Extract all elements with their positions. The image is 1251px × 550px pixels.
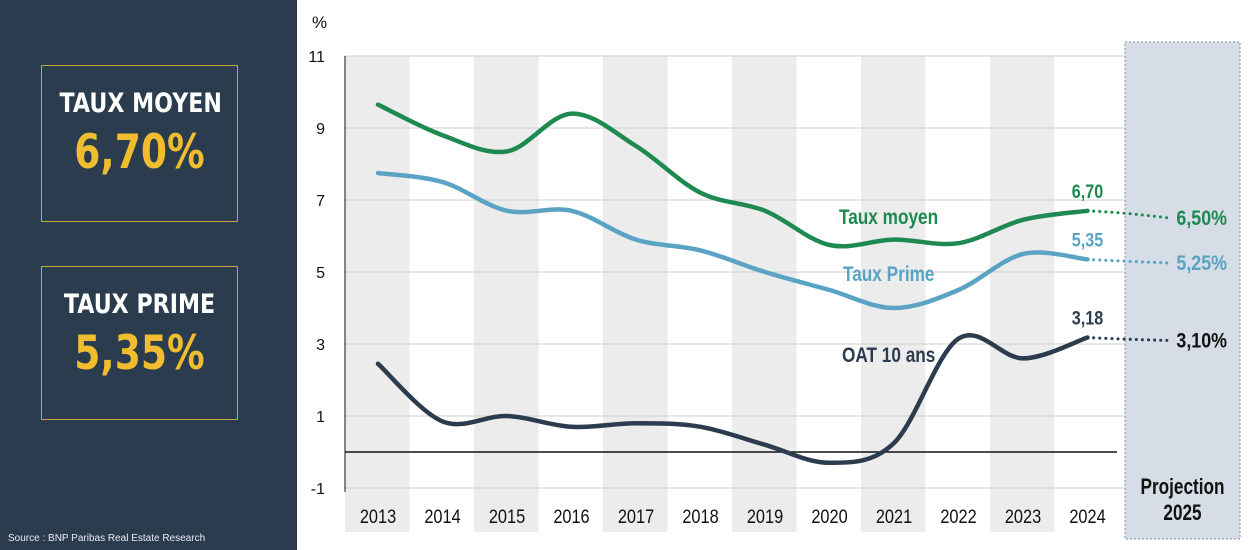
x-tick-label: 2020 [811, 506, 847, 527]
kpi-taux-moyen: TAUX MOYEN 6,70% [41, 65, 238, 222]
series-name-label: OAT 10 ans [842, 345, 935, 368]
projection-connector [1086, 257, 1171, 265]
x-tick-label: 2016 [553, 506, 589, 527]
kpi-label: TAUX MOYEN [59, 88, 222, 119]
projection-value-label: 6,50% [1176, 207, 1227, 231]
projection-label: 2025 [1163, 501, 1201, 526]
column-band [990, 56, 1055, 532]
x-tick-label: 2015 [489, 506, 525, 527]
projection-label: Projection [1141, 475, 1225, 500]
source-note: Source : BNP Paribas Real Estate Researc… [8, 533, 206, 544]
x-tick-label: 2023 [1005, 506, 1041, 527]
column-band [345, 56, 410, 532]
projection-box [1124, 41, 1241, 540]
kpi-label: TAUX PRIME [63, 289, 216, 320]
series-line [375, 102, 1090, 249]
y-tick-label: 5 [316, 265, 325, 282]
series-line [375, 333, 1090, 466]
y-tick-label: -1 [311, 481, 325, 498]
x-tick-label: 2021 [876, 506, 912, 527]
column-band [732, 56, 797, 532]
x-tick-label: 2019 [747, 506, 783, 527]
series-name-label: Taux Prime [843, 264, 935, 287]
end-value-label: 5,35 [1072, 229, 1104, 251]
series-name-label: Taux moyen [839, 207, 938, 230]
x-tick-label: 2013 [360, 506, 396, 527]
x-tick-label: 2024 [1069, 506, 1105, 527]
x-tick-label: 2022 [940, 506, 976, 527]
column-band [474, 56, 539, 532]
kpi-value: 5,35% [74, 326, 205, 381]
column-band [603, 56, 668, 532]
y-tick-label: 1 [316, 409, 325, 426]
y-tick-label: 9 [316, 121, 325, 138]
y-tick-label: 3 [316, 337, 325, 354]
sidebar-panel: TAUX MOYEN 6,70% TAUX PRIME 5,35% Source… [0, 0, 297, 550]
column-band [861, 56, 926, 532]
y-axis-label: % [312, 13, 327, 32]
projection-connector [1086, 209, 1171, 220]
projection-value-label: 5,25% [1176, 252, 1227, 276]
kpi-value: 6,70% [74, 125, 205, 180]
x-tick-label: 2017 [618, 506, 654, 527]
y-tick-label: 7 [316, 193, 325, 210]
series-line [375, 170, 1090, 311]
end-value-label: 6,70 [1072, 181, 1104, 203]
x-tick-label: 2014 [424, 506, 460, 527]
projection-value-label: 3,10% [1176, 329, 1227, 353]
end-value-label: 3,18 [1072, 307, 1104, 329]
chart: -1 1 3 5 7 9 11% 2013 2014 2015 2016 2017 2018 2019 20… [308, 13, 1241, 540]
y-tick-label: 11 [308, 49, 325, 66]
x-tick-label: 2018 [682, 506, 718, 527]
projection-connector [1086, 336, 1171, 342]
kpi-taux-prime: TAUX PRIME 5,35% [41, 266, 238, 420]
